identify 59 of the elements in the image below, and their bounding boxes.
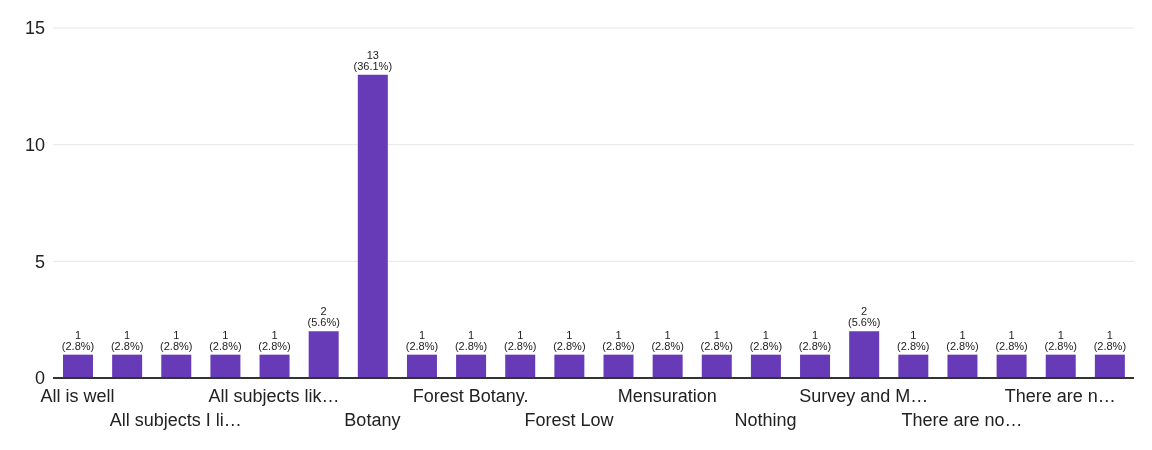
- data-label: 1 (2.8%): [160, 328, 193, 352]
- bar: [701, 354, 732, 378]
- bar: [800, 354, 831, 378]
- bar: [652, 354, 683, 378]
- x-tick-label: All is well: [40, 386, 115, 406]
- bar: [112, 354, 143, 378]
- bar: [603, 354, 634, 378]
- data-label: 2 (5.6%): [307, 305, 340, 329]
- data-label: 1 (2.8%): [209, 328, 242, 352]
- data-label: 1 (2.8%): [110, 328, 144, 352]
- y-tick-label: 5: [34, 251, 45, 272]
- y-tick-label: 0: [34, 368, 45, 389]
- bar: [406, 354, 437, 378]
- data-label: 2 (5.6%): [847, 305, 881, 329]
- bar: [996, 354, 1027, 378]
- data-label: 1 (2.8%): [553, 328, 586, 352]
- bar: [750, 354, 781, 378]
- bar: [259, 354, 290, 378]
- x-tick-label: Botany: [344, 410, 401, 430]
- x-tick-label: Mensuration: [617, 386, 717, 406]
- data-label: 1 (2.8%): [946, 328, 979, 352]
- bar: [210, 354, 241, 378]
- bar: [1094, 354, 1125, 378]
- data-label: 1 (2.8%): [61, 328, 95, 352]
- bar: [308, 331, 339, 378]
- bar: [456, 354, 487, 378]
- data-label: 1 (2.8%): [405, 328, 439, 352]
- bar: [1045, 354, 1076, 378]
- data-label: 1 (2.8%): [798, 328, 832, 352]
- bar: [947, 354, 978, 378]
- data-label: 1 (2.8%): [749, 328, 783, 352]
- bar: [357, 74, 388, 378]
- data-label: 1 (2.8%): [258, 328, 291, 352]
- data-label: 1 (2.8%): [454, 328, 488, 352]
- x-tick-label: There are n…: [1004, 386, 1116, 406]
- x-tick-label: All subjects lik…: [208, 386, 340, 406]
- data-label: 1 (2.8%): [700, 328, 733, 352]
- x-tick-label: All subjects I li…: [109, 410, 242, 430]
- bar: [849, 331, 880, 378]
- data-label: 1 (2.8%): [504, 328, 537, 352]
- data-label: 1 (2.8%): [995, 328, 1028, 352]
- bar: [161, 354, 192, 378]
- x-tick-label: Forest Low: [524, 410, 615, 430]
- x-tick-label: Survey and M…: [799, 386, 929, 406]
- x-tick-label: Nothing: [734, 410, 797, 430]
- y-tick-label: 15: [24, 18, 45, 39]
- data-label: 1 (2.8%): [602, 328, 635, 352]
- bar: [898, 354, 929, 378]
- data-label: 1 (2.8%): [1093, 328, 1127, 352]
- x-tick-label: Forest Botany.: [412, 386, 529, 406]
- bar: [554, 354, 585, 378]
- x-tick-label: There are no…: [901, 410, 1023, 430]
- y-tick-label: 10: [24, 135, 45, 156]
- data-label: 13 (36.1%): [353, 48, 393, 72]
- data-label: 1 (2.8%): [897, 328, 930, 352]
- data-label: 1 (2.8%): [651, 328, 684, 352]
- bar: [63, 354, 93, 378]
- bar: [505, 354, 536, 378]
- data-label: 1 (2.8%): [1044, 328, 1077, 352]
